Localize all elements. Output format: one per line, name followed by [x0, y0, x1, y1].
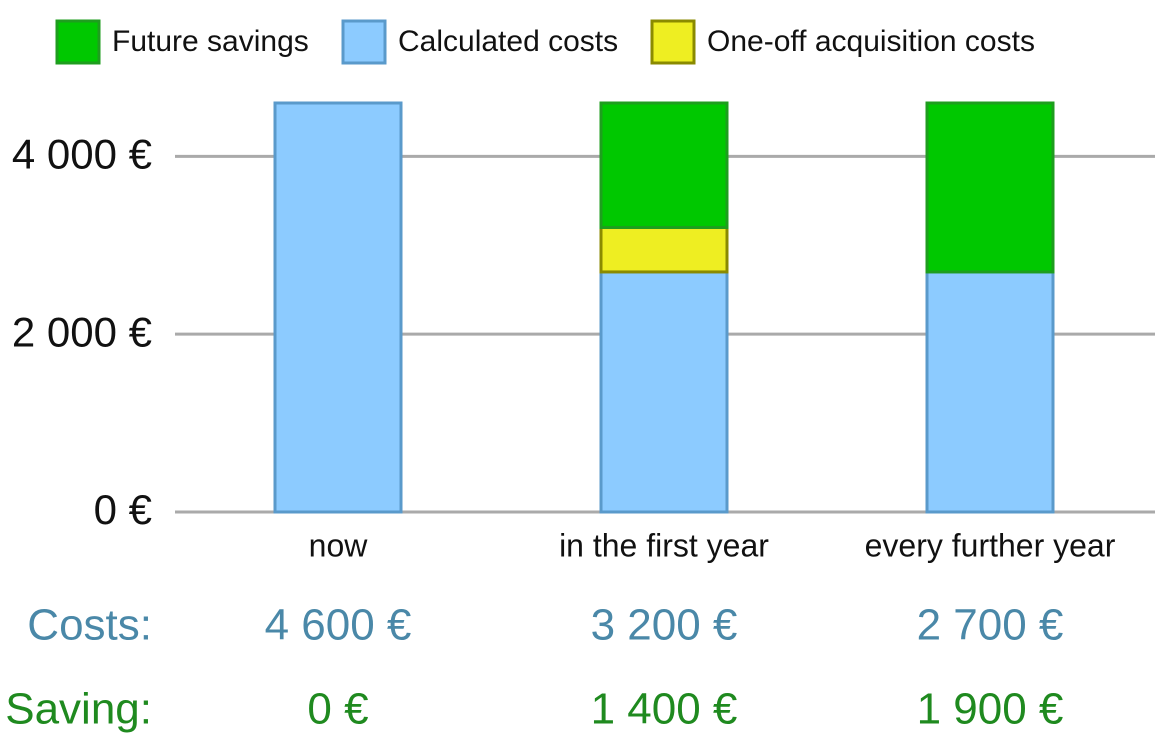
summary-value: 3 200 €	[591, 601, 738, 650]
bar-segment	[925, 270, 1055, 514]
summary-value: 2 700 €	[917, 601, 1064, 650]
bar-segment	[599, 101, 729, 229]
x-tick-label: now	[309, 527, 369, 563]
summary-row-label: Saving:	[5, 685, 152, 734]
legend-label: Calculated costs	[398, 25, 618, 58]
x-tick-label: every further year	[865, 527, 1116, 563]
bar-segment	[599, 225, 729, 274]
legend-swatch	[650, 19, 696, 65]
x-tick-label: in the first year	[559, 527, 769, 563]
y-tick-label: 2 000 €	[12, 308, 152, 355]
bar-segment	[599, 270, 729, 514]
legend-label: Future savings	[112, 25, 309, 58]
summary-row-label: Costs:	[27, 601, 152, 650]
y-tick-label: 4 000 €	[12, 130, 152, 177]
summary-value: 4 600 €	[265, 601, 412, 650]
summary-value: 1 400 €	[591, 685, 738, 734]
legend-swatch	[55, 19, 101, 65]
bar-segment	[273, 101, 403, 514]
bar-segment	[925, 101, 1055, 274]
y-tick-label: 0 €	[94, 486, 152, 533]
legend-swatch	[341, 19, 387, 65]
legend-label: One-off acquisition costs	[707, 25, 1035, 58]
summary-value: 1 900 €	[917, 685, 1064, 734]
summary-value: 0 €	[307, 685, 368, 734]
